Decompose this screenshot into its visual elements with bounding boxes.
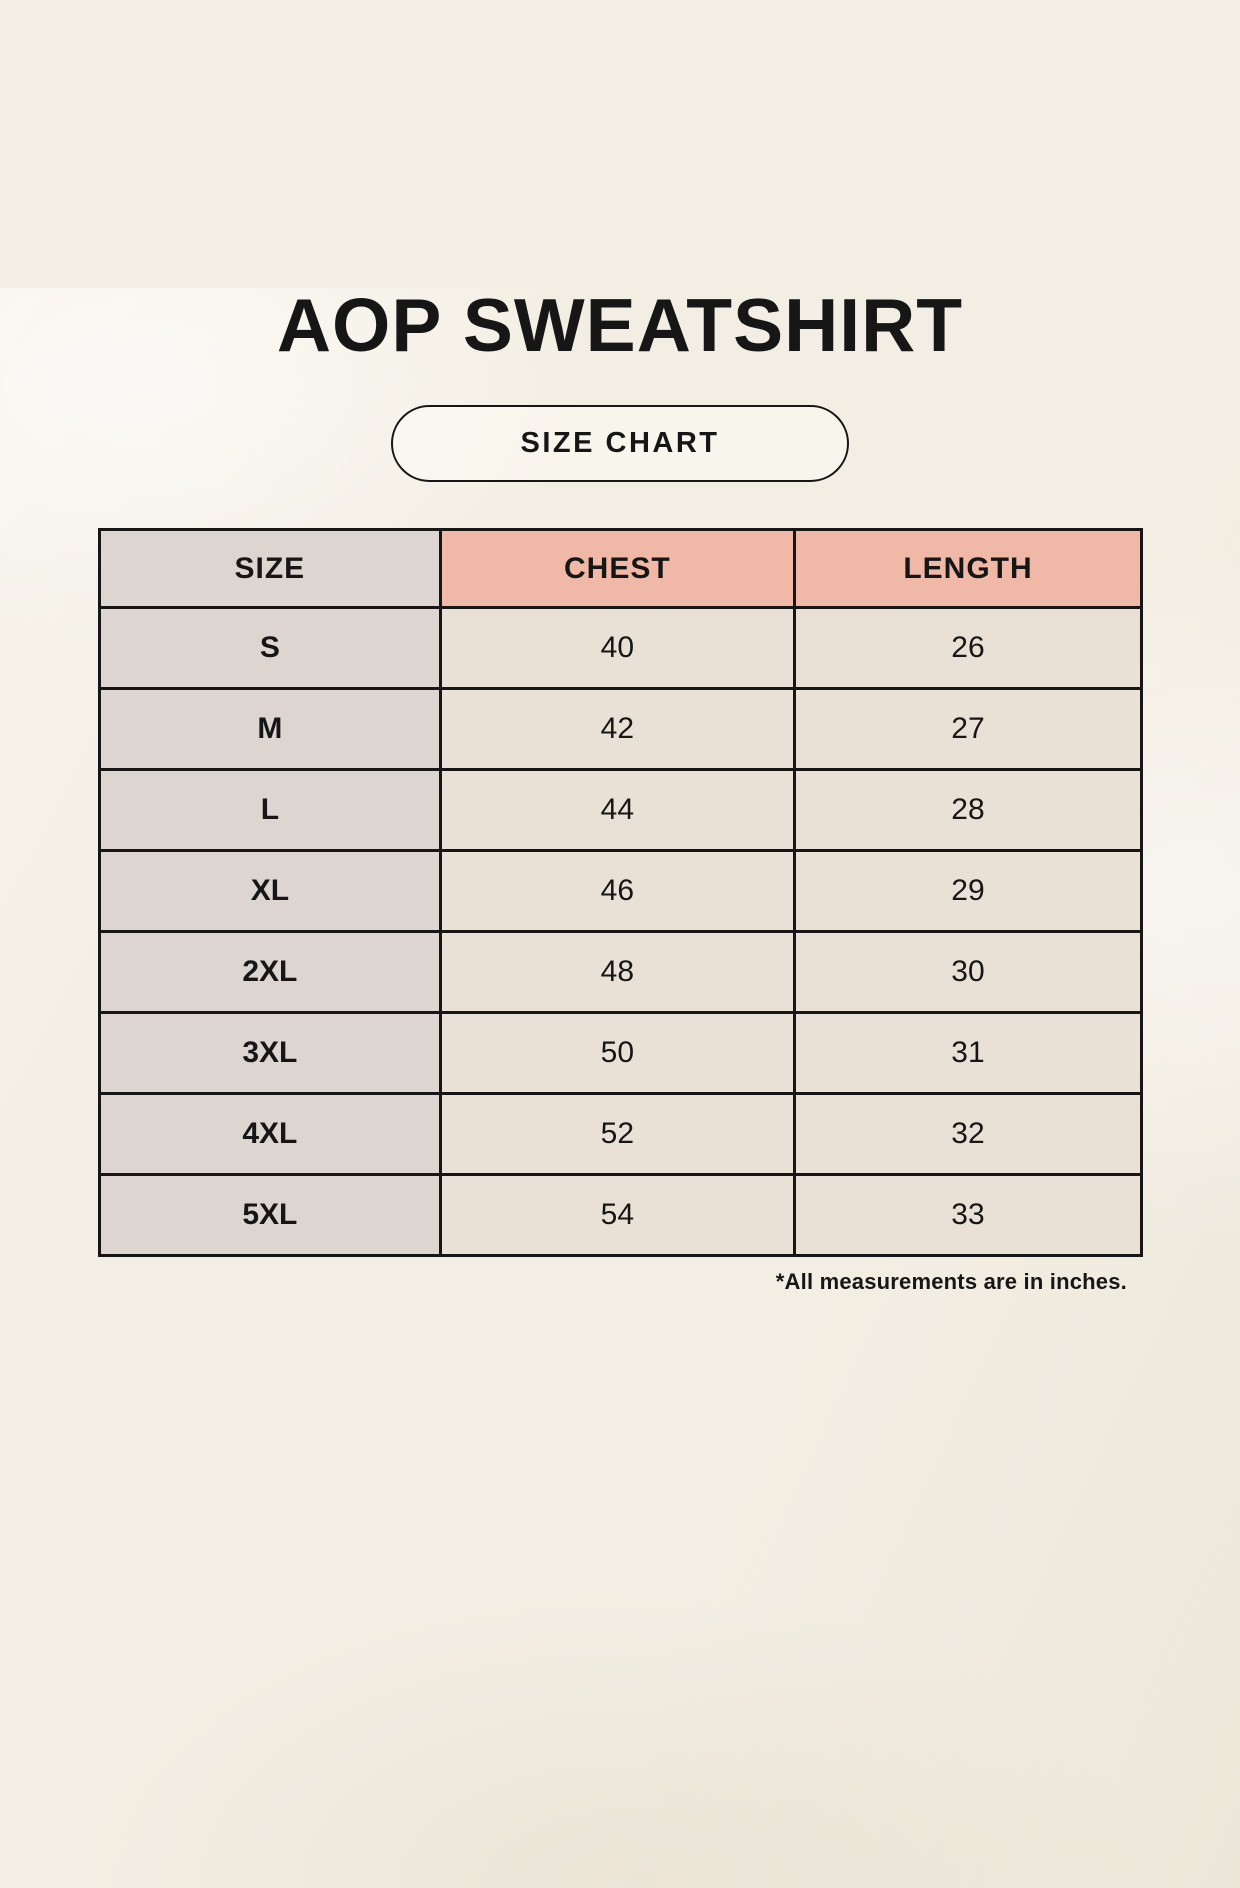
chest-value: 54: [438, 1173, 796, 1257]
size-label: S: [98, 606, 442, 690]
table-row-l: L 44 28: [98, 768, 1144, 852]
table-row-4xl: 4XL 52 32: [98, 1092, 1144, 1176]
column-header-chest: CHEST: [438, 528, 796, 609]
size-label: 3XL: [98, 1011, 442, 1095]
chest-value: 52: [438, 1092, 796, 1176]
length-value: 32: [792, 1092, 1144, 1176]
length-value: 30: [792, 930, 1144, 1014]
length-value: 26: [792, 606, 1144, 690]
table-row-5xl: 5XL 54 33: [98, 1173, 1144, 1257]
chest-value: 48: [438, 930, 796, 1014]
page-title: AOP SWEATSHIRT: [276, 283, 964, 367]
length-value: 29: [792, 849, 1144, 933]
table-row-2xl: 2XL 48 30: [98, 930, 1144, 1014]
size-label: 2XL: [98, 930, 442, 1014]
header-row: SIZE CHEST LENGTH: [98, 528, 1144, 609]
size-label: L: [98, 768, 442, 852]
length-value: 27: [792, 687, 1144, 771]
size-chart-table: SIZE CHEST LENGTH S 40 26 M 42 27 L 44 2…: [98, 528, 1144, 1257]
measurement-units-footnote: *All measurements are in inches.: [775, 1269, 1127, 1294]
table-row-3xl: 3XL 50 31: [98, 1011, 1144, 1095]
size-chart-badge-label: SIZE CHART: [520, 427, 720, 459]
column-header-size: SIZE: [98, 528, 442, 609]
table-row-s: S 40 26: [98, 606, 1144, 690]
size-label: XL: [98, 849, 442, 933]
size-label: 5XL: [98, 1173, 442, 1257]
chest-value: 44: [438, 768, 796, 852]
length-value: 33: [792, 1173, 1144, 1257]
chest-value: 46: [438, 849, 796, 933]
column-header-length: LENGTH: [792, 528, 1144, 609]
chest-value: 40: [438, 606, 796, 690]
chest-value: 50: [438, 1011, 796, 1095]
size-label: M: [98, 687, 442, 771]
length-value: 31: [792, 1011, 1144, 1095]
size-chart-badge[interactable]: SIZE CHART: [391, 405, 849, 482]
size-label: 4XL: [98, 1092, 442, 1176]
table-row-m: M 42 27: [98, 687, 1144, 771]
table-row-xl: XL 46 29: [98, 849, 1144, 933]
length-value: 28: [792, 768, 1144, 852]
size-chart-page: AOP SWEATSHIRT SIZE CHART SIZE CHEST LEN…: [0, 288, 1240, 1295]
size-chart-badge-wrap: SIZE CHART: [0, 405, 1240, 482]
chest-value: 42: [438, 687, 796, 771]
